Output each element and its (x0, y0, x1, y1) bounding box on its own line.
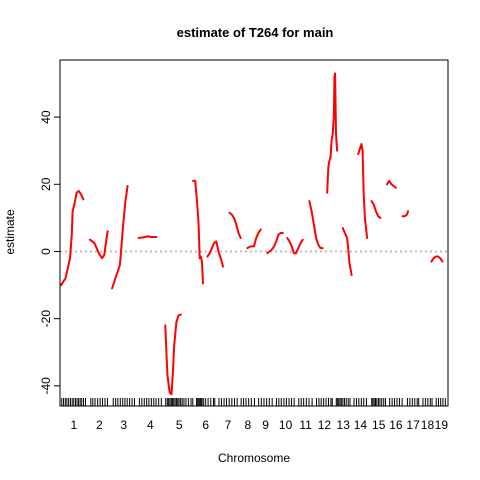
series-line-chr6 (192, 179, 204, 285)
y-axis: -40 -20 0 20 40 (39, 110, 60, 395)
y-axis-label: estimate (3, 209, 17, 255)
x-tick-label-chr12: 12 (318, 418, 332, 432)
series-line-chr19 (430, 255, 444, 263)
series-line-chr9 (246, 228, 262, 250)
series-line-chr13 (326, 72, 339, 194)
series-line-chr10 (266, 232, 284, 255)
y-tick-label: 0 (39, 248, 53, 255)
x-tick-label-chr18: 18 (421, 418, 435, 432)
series-line-chr5 (164, 313, 182, 396)
x-tick-label-chr11: 11 (299, 418, 312, 432)
x-tick-label-chr6: 6 (202, 418, 209, 432)
x-tick-label-chr17: 17 (406, 418, 420, 432)
x-tick-label-chr2: 2 (96, 418, 103, 432)
series-line-chr15 (357, 143, 369, 239)
series-line-chr17 (386, 179, 397, 189)
y-tick-label: 20 (39, 177, 53, 191)
series-line-chr18 (401, 210, 410, 218)
x-tick-label-chr3: 3 (120, 418, 127, 432)
series-line-chr14 (341, 227, 353, 276)
chart-title: estimate of T264 for main (177, 25, 334, 40)
y-tick-label: 40 (39, 110, 53, 124)
x-axis: 1 2 3 4 5 6 7 8 9 10 11 12 13 14 15 16 17 18 19 (71, 418, 449, 432)
x-tick-label-chr13: 13 (337, 418, 351, 432)
x-tick-label-chr5: 5 (176, 418, 183, 432)
x-tick-label-chr9: 9 (262, 418, 269, 432)
x-tick-label-chr7: 7 (225, 418, 232, 432)
series-line-chr16 (370, 200, 382, 219)
x-tick-label-chr19: 19 (435, 418, 449, 432)
y-tick-label: -20 (39, 310, 53, 328)
series-line-chr12 (308, 200, 324, 250)
series-line-chr2 (88, 230, 109, 260)
series-line-chr4 (137, 235, 158, 239)
y-tick-label: -40 (39, 377, 53, 395)
plot-frame (59, 59, 449, 407)
x-tick-label-chr10: 10 (279, 418, 293, 432)
series-line-chr1 (60, 190, 85, 287)
x-tick-label-chr14: 14 (354, 418, 368, 432)
series-line-chr11 (286, 237, 304, 255)
series-line-chr3 (111, 185, 129, 290)
x-tick-label-chr15: 15 (372, 418, 386, 432)
plot-area (60, 72, 448, 406)
x-tick-label-chr8: 8 (245, 418, 252, 432)
x-tick-label-chr1: 1 (71, 418, 78, 432)
series-line-chr7 (206, 240, 224, 268)
x-tick-label-chr4: 4 (147, 418, 154, 432)
series-line-chr8 (228, 211, 242, 239)
x-axis-label: Chromosome (218, 451, 290, 465)
x-tick-label-chr16: 16 (389, 418, 403, 432)
